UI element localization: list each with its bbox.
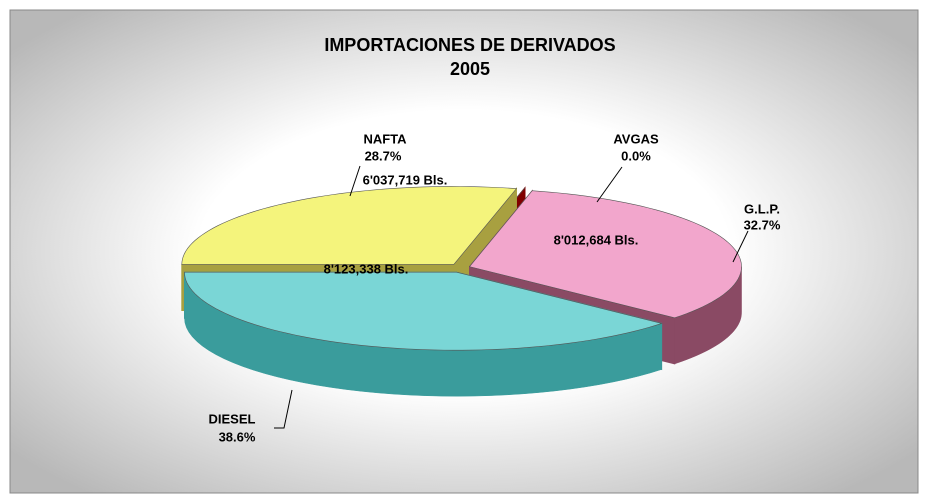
value-label: 32.7%	[744, 217, 781, 232]
chart-subtitle: 2005	[450, 59, 490, 79]
slice	[184, 271, 663, 351]
slice	[181, 186, 518, 265]
leader-line	[274, 389, 293, 429]
leader-line	[732, 230, 749, 263]
volume-label: 8'123,338 Bls.	[324, 261, 409, 276]
category-label: G.L.P.	[744, 201, 780, 216]
category-label: AVGAS	[613, 131, 659, 146]
value-label: 28.7%	[365, 148, 402, 163]
slice	[468, 190, 742, 319]
leader-line	[596, 166, 623, 203]
volume-label: 8'012,684 Bls.	[554, 232, 639, 247]
value-label: 38.6%	[219, 429, 256, 444]
leader-line	[349, 165, 361, 197]
value-label: 0.0%	[621, 148, 651, 163]
volume-label: 6'037,719 Bls.	[363, 172, 448, 187]
category-label: DIESEL	[209, 411, 256, 426]
category-label: NAFTA	[363, 131, 407, 146]
chart-title: IMPORTACIONES DE DERIVADOS	[324, 35, 615, 55]
